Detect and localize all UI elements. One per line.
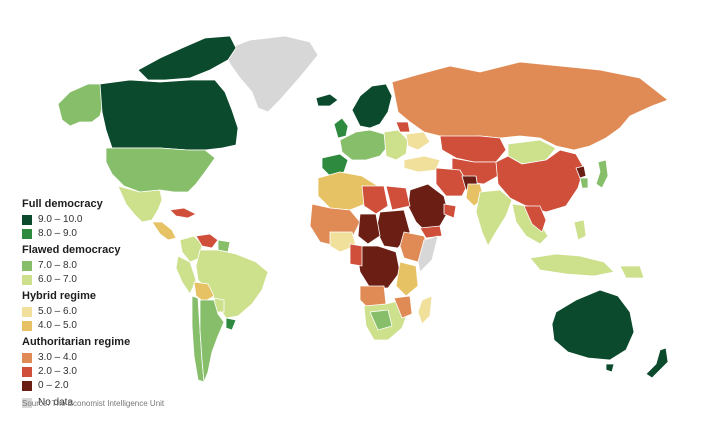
region-cuba xyxy=(169,207,197,219)
region-peru xyxy=(175,255,197,295)
legend-item: 8.0 – 9.0 xyxy=(22,227,192,240)
region-ukraine xyxy=(405,131,431,151)
region-belarus xyxy=(395,121,411,133)
legend-item-label: 9.0 – 10.0 xyxy=(38,213,83,225)
legend-swatch xyxy=(22,397,32,408)
region-greenland xyxy=(223,35,319,113)
legend-item-label: 5.0 – 6.0 xyxy=(38,305,77,317)
region-png xyxy=(619,265,645,279)
region-iceland xyxy=(315,93,339,107)
region-cameroon xyxy=(349,243,363,267)
region-chad xyxy=(357,213,381,245)
region-alaska xyxy=(57,83,105,127)
region-india xyxy=(475,189,513,247)
region-somalia xyxy=(417,235,439,273)
source-note: Source: The Economist Intelligence Unit xyxy=(22,399,165,408)
legend-group: Flawed democracy 7.0 – 8.0 6.0 – 7.0 xyxy=(22,244,192,286)
legend-group-title: Full democracy xyxy=(22,198,103,210)
region-tasmania xyxy=(605,363,615,373)
region-argentina xyxy=(199,299,225,383)
legend-swatch xyxy=(22,306,32,317)
region-eastern-europe xyxy=(383,129,409,161)
region-usa xyxy=(105,147,216,193)
region-new-zealand xyxy=(645,347,669,379)
map-legend: Full democracy 9.0 – 10.0 8.0 – 9.0 Flawed … xyxy=(22,198,192,410)
legend-item: 9.0 – 10.0 xyxy=(22,213,192,226)
region-botswana xyxy=(369,309,393,331)
legend-swatch xyxy=(22,366,32,377)
legend-item-label: 6.0 – 7.0 xyxy=(38,273,77,285)
legend-item-label: 8.0 – 9.0 xyxy=(38,227,77,239)
region-uruguay xyxy=(225,317,237,331)
legend-swatch xyxy=(22,352,32,363)
legend-group: Authoritarian regime 3.0 – 4.0 2.0 – 3.0 0 … xyxy=(22,336,192,392)
region-central-africa xyxy=(355,245,401,289)
legend-group-title: Authoritarian regime xyxy=(22,336,131,348)
region-egypt xyxy=(385,185,411,211)
region-yemen xyxy=(419,225,443,239)
legend-group-title: Flawed democracy xyxy=(22,244,121,256)
region-canada-arctic xyxy=(137,35,237,81)
region-western-europe xyxy=(339,129,389,161)
region-gulf xyxy=(443,203,457,219)
legend-item-label: No data xyxy=(38,396,74,408)
region-mozambique xyxy=(393,295,413,319)
region-australia xyxy=(551,289,635,361)
region-libya xyxy=(361,185,389,215)
legend-item: 6.0 – 7.0 xyxy=(22,273,192,286)
region-sahel xyxy=(329,231,357,253)
legend-item: 2.0 – 3.0 xyxy=(22,365,192,378)
legend-group: Full democracy 9.0 – 10.0 8.0 – 9.0 xyxy=(22,198,192,240)
legend-item-label: 2.0 – 3.0 xyxy=(38,365,77,377)
region-uk xyxy=(333,117,349,139)
region-canada xyxy=(99,79,239,151)
legend-swatch xyxy=(22,320,32,331)
region-south-korea xyxy=(579,177,589,189)
region-venezuela xyxy=(195,233,219,249)
legend-swatch xyxy=(22,274,32,285)
region-iran xyxy=(435,167,469,197)
legend-group-title: Hybrid regime xyxy=(22,290,96,302)
legend-item-no-data: No data xyxy=(22,396,192,409)
legend-swatch xyxy=(22,214,32,225)
region-indochina xyxy=(523,205,547,233)
region-iberia xyxy=(321,153,349,177)
region-east-africa xyxy=(395,261,419,297)
legend-item: 4.0 – 5.0 xyxy=(22,319,192,332)
legend-item-label: 4.0 – 5.0 xyxy=(38,319,77,331)
region-bolivia xyxy=(193,281,215,303)
legend-swatch xyxy=(22,260,32,271)
region-japan xyxy=(595,159,609,189)
legend-item: 5.0 – 6.0 xyxy=(22,305,192,318)
legend-item-label: 7.0 – 8.0 xyxy=(38,259,77,271)
legend-item-label: 3.0 – 4.0 xyxy=(38,351,77,363)
legend-item: 0 – 2.0 xyxy=(22,379,192,392)
region-central-america xyxy=(151,221,177,241)
region-indonesia xyxy=(529,253,615,277)
legend-group: Hybrid regime 5.0 – 6.0 4.0 – 5.0 xyxy=(22,290,192,332)
region-scandinavia xyxy=(351,83,393,129)
region-madagascar xyxy=(417,295,433,325)
region-mexico xyxy=(117,185,163,223)
legend-swatch xyxy=(22,380,32,391)
legend-item: 7.0 – 8.0 xyxy=(22,259,192,272)
region-philippines xyxy=(573,219,587,241)
legend-item: 3.0 – 4.0 xyxy=(22,351,192,364)
region-north-korea xyxy=(575,165,587,179)
legend-swatch xyxy=(22,228,32,239)
legend-item-label: 0 – 2.0 xyxy=(38,379,69,391)
region-brazil xyxy=(195,249,269,319)
